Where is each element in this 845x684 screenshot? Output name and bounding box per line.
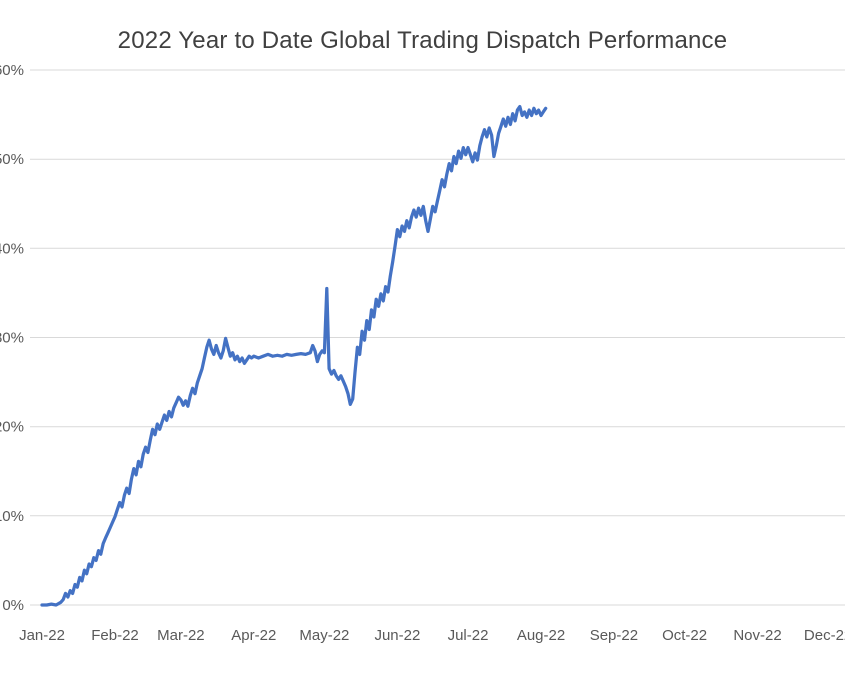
y-axis-tick-label: 30% xyxy=(0,330,24,347)
performance-line-series xyxy=(40,104,548,607)
x-axis-tick-label: Nov-22 xyxy=(733,627,781,644)
series-group xyxy=(40,104,548,607)
x-axis-tick-label: Oct-22 xyxy=(662,627,707,644)
x-axis-tick-label: Aug-22 xyxy=(517,627,565,644)
x-axis-tick-label: Apr-22 xyxy=(231,627,276,644)
x-axis-tick-label: May-22 xyxy=(299,627,349,644)
y-axis-tick-label: 40% xyxy=(0,240,24,257)
y-axis-tick-label: 10% xyxy=(0,508,24,525)
x-axis-tick-label: Mar-22 xyxy=(157,627,205,644)
y-axis-tick-label: 20% xyxy=(0,419,24,436)
x-axis-tick-label: Dec-22 xyxy=(804,627,845,644)
y-axis-tick-label: 0% xyxy=(2,597,24,614)
x-axis-tick-label: Feb-22 xyxy=(91,627,139,644)
y-axis-tick-label: 50% xyxy=(0,151,24,168)
x-axis-tick-label: Jun-22 xyxy=(374,627,420,644)
x-axis-labels: Jan-22 Feb-22 Mar-22 Apr-22 May-22 Jun-22 Jul-… xyxy=(19,627,845,644)
gridlines xyxy=(30,69,845,606)
y-axis-labels: 0% 10% 20% 30% 40% 50% 60% xyxy=(0,62,24,614)
x-axis-tick-label: Jul-22 xyxy=(448,627,489,644)
y-axis-tick-label: 60% xyxy=(0,62,24,79)
x-axis-tick-label: Jan-22 xyxy=(19,627,65,644)
x-axis-tick-label: Sep-22 xyxy=(590,627,638,644)
